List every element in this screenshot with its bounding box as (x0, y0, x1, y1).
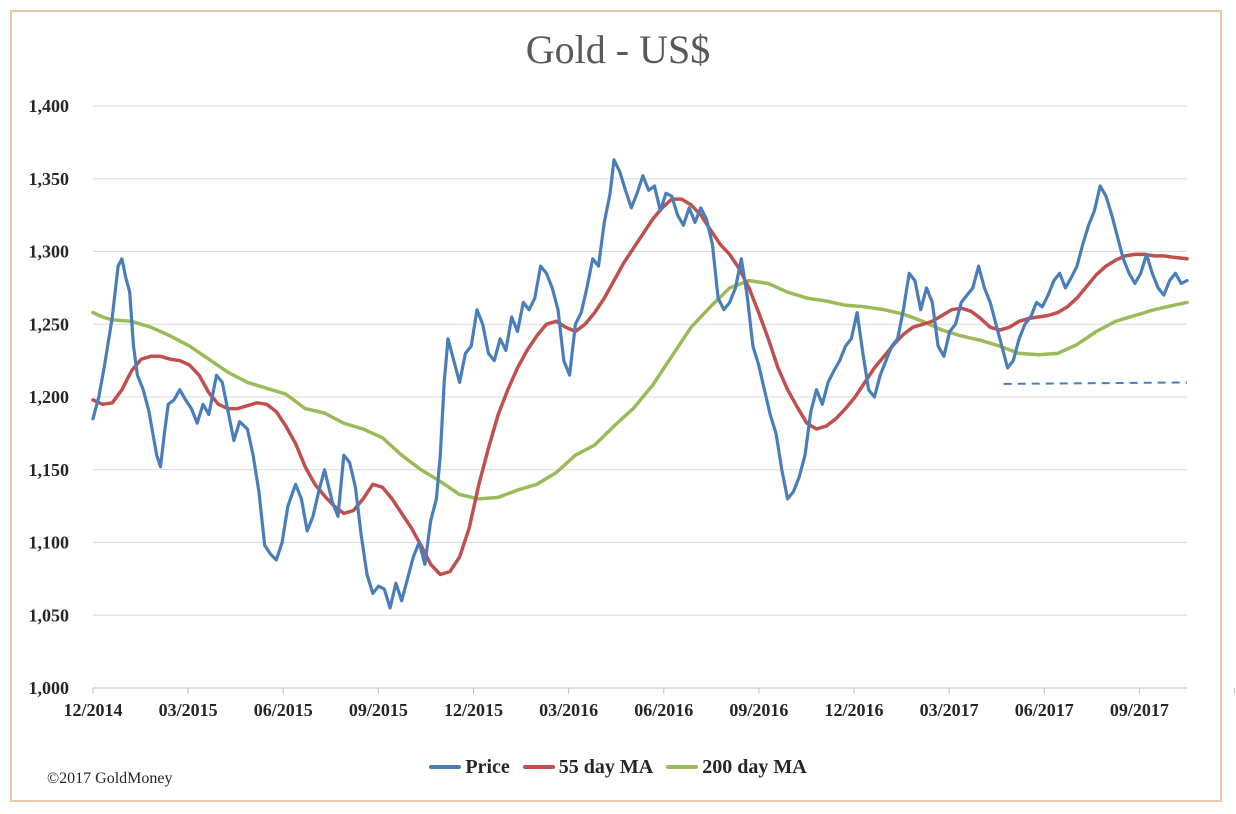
x-tick-label: 09/2016 (729, 700, 788, 720)
chart-title: Gold - US$ (525, 27, 711, 72)
legend-swatch-price (429, 765, 462, 769)
x-tick-label: 09/2017 (1110, 700, 1169, 720)
legend-item-ma55: 55 day MA (522, 755, 654, 779)
x-tick-label: 12/2015 (444, 700, 503, 720)
legend-label-ma55: 55 day MA (558, 755, 654, 778)
y-tick-label: 1,400 (29, 96, 70, 116)
legend-label-ma200: 200 day MA (702, 755, 807, 778)
y-tick-label: 1,250 (29, 314, 70, 334)
y-tick-label: 1,100 (29, 533, 70, 553)
x-tick-label: 06/2015 (254, 700, 313, 720)
copyright-text: ©2017 GoldMoney (47, 770, 173, 787)
x-tick-label: 12/2016 (825, 700, 884, 720)
legend-item-price: Price (429, 755, 510, 779)
y-tick-label: 1,200 (29, 387, 70, 407)
series-line-55-day-ma (91, 197, 1189, 577)
legend-swatch-ma55 (522, 765, 555, 769)
legend-swatch-ma200 (666, 765, 699, 769)
x-tick-label: 06/2017 (1015, 700, 1074, 720)
y-tick-label: 1,150 (29, 460, 70, 480)
x-tick-label: 03/2015 (159, 700, 218, 720)
series-line-price (91, 158, 1189, 610)
y-tick-label: 1,050 (29, 605, 70, 625)
x-tick-label: 09/2015 (349, 700, 408, 720)
legend-item-ma200: 200 day MA (666, 755, 807, 779)
y-tick-label: 1,000 (29, 678, 70, 698)
y-tick-label: 1,300 (29, 242, 70, 262)
x-tick-label: 03/2017 (920, 700, 979, 720)
series-line-200-day-ma (91, 278, 1189, 501)
y-tick-label: 1,350 (29, 169, 70, 189)
legend-label-price: Price (465, 755, 510, 778)
x-tick-label: 06/2016 (634, 700, 693, 720)
annotation-dashed-line (1003, 381, 1188, 385)
chart-legend: Price 55 day MA 200 day MA (0, 752, 1236, 779)
x-tick-label: 12/2014 (63, 700, 122, 720)
x-tick-label: 03/2016 (539, 700, 598, 720)
